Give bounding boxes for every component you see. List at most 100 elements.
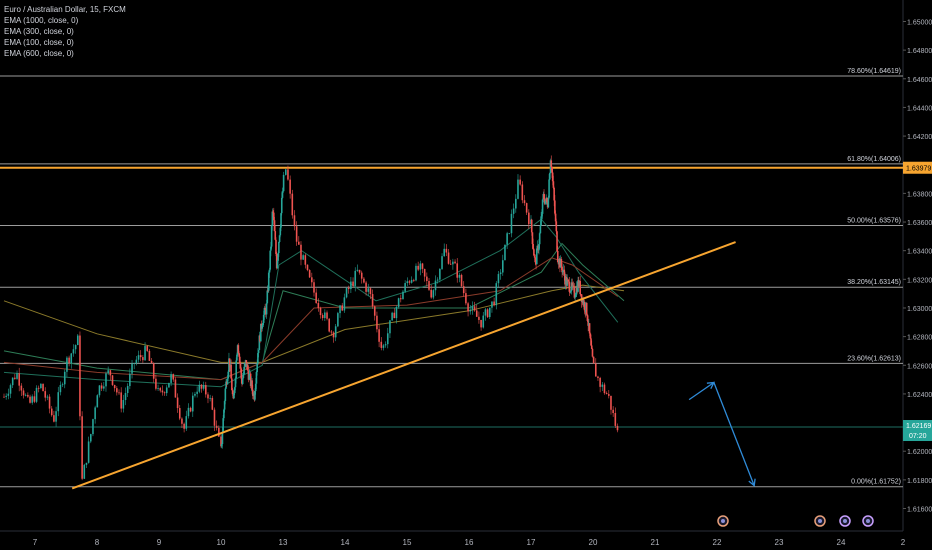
candle-body [462,286,465,294]
candle-body [317,302,320,308]
candle-body [482,315,485,328]
candle-body [183,423,185,429]
x-tick-label: 16 [465,538,474,547]
candle-body [240,368,243,379]
y-tick-label: 1.65000 [907,19,932,26]
ema-1000-line [3,284,625,363]
candle-body [594,363,597,377]
candle-body [150,360,153,364]
candle-body [42,383,44,392]
candle-body [227,371,230,379]
candle-body [597,376,599,378]
candle-body [194,393,196,396]
candle-body [157,388,159,389]
projection-arrowhead-down [748,478,756,487]
candle-body [523,200,526,204]
candle-body [410,279,413,283]
candle-body [116,388,118,393]
candle-body [486,309,489,318]
candle-body [300,244,302,260]
candle-body [449,263,452,265]
candle-body [402,291,404,300]
candle-body [207,394,209,399]
candle-body [579,281,581,295]
candle-body [345,288,348,298]
fib-level-label: 23.60%(1.62613) [847,355,901,362]
candle-body [231,390,234,395]
candle-body [100,385,103,389]
candle-body [265,303,268,315]
x-tick-label: 23 [775,538,784,547]
candle-body [63,371,66,385]
candle-body [352,281,354,286]
indicator-ema-1000: EMA (1000, close, 0) [4,16,79,25]
candle-body [3,396,5,398]
candle-body [413,279,415,281]
candle-body [443,248,445,257]
candle-body [135,359,138,364]
candle-body [74,345,77,350]
candle-body [554,200,556,214]
candle-body [499,272,502,275]
candle-body [434,280,437,291]
last-price-label: 1.62169 [906,423,931,430]
candle-body [583,301,586,311]
candle-body [276,260,279,269]
candle-body [533,255,536,258]
candle-body [488,307,491,318]
candle-body [234,378,237,388]
x-tick-label: 17 [527,538,536,547]
candle-body [264,307,266,310]
candle-body [324,312,326,319]
candle-body [224,388,227,402]
candle-body [591,348,594,357]
candle-body [129,373,131,387]
candle-body [313,282,315,293]
candle-body [592,356,595,364]
candle-body [233,387,236,394]
candle-body [495,283,498,306]
x-tick-label: 10 [217,538,226,547]
x-tick-label: 13 [279,538,288,547]
candle-body [332,332,335,338]
candle-body [152,363,155,379]
candle-body [471,306,474,310]
x-tick-label: 9 [157,538,162,547]
candle-body [122,400,125,409]
candle-body [423,268,426,277]
candle-body [572,285,575,287]
candle-body [561,266,563,273]
candle-body [460,274,463,287]
candle-body [525,203,528,213]
candle-body [319,307,322,316]
candle-body [421,263,424,269]
candle-body [585,302,588,315]
candle-body [275,239,277,254]
candle-body [20,385,23,391]
candle-body [57,392,60,412]
candle-body [257,353,259,364]
candle-body [118,392,120,394]
candle-body [85,462,88,465]
candle-body [261,325,264,329]
candle-body [382,345,385,348]
candle-body [103,386,105,389]
candle-body [176,397,179,409]
candle-body [202,385,205,389]
candle-body [586,314,589,321]
candle-body [546,197,548,203]
candle-body [504,244,506,261]
candle-body [268,269,271,273]
candle-body [480,319,482,328]
y-tick-label: 1.64600 [907,77,932,84]
candle-body [547,197,550,208]
economic-event-dot [866,519,870,523]
candle-body [521,184,524,201]
candle-body [272,211,274,213]
candle-body [373,306,376,316]
candle-body [94,407,96,420]
candle-body [76,335,79,346]
candle-body [603,384,606,394]
chart-legend: Euro / Australian Dollar, 15, FXCM EMA (… [4,4,126,59]
